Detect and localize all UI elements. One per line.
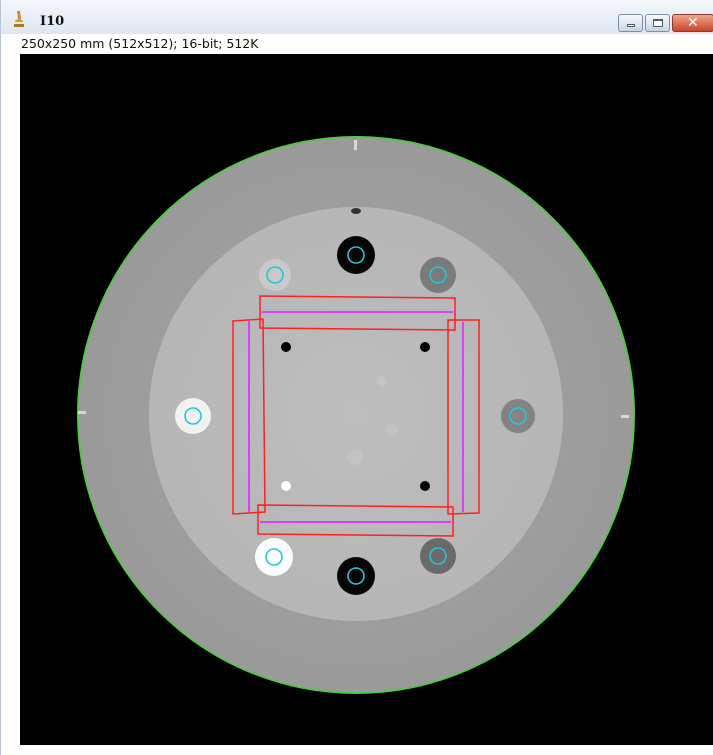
roi-insert-1 <box>347 246 365 264</box>
maximize-button[interactable] <box>645 14 670 32</box>
roi-ramp-left <box>232 318 266 515</box>
fiducial-bottom-left <box>281 481 291 491</box>
insert-lung <box>420 538 456 574</box>
close-icon: ✕ <box>687 15 699 31</box>
insert-pmp-left <box>420 257 456 293</box>
roi-insert-5 <box>509 407 527 425</box>
insert-air-bottom <box>337 557 375 595</box>
edge-marker-left <box>78 411 86 414</box>
fiducial-bottom-right <box>420 481 430 491</box>
roi-insert-8 <box>347 567 365 585</box>
roi-ramp-bottom <box>257 504 454 537</box>
edge-marker-right <box>621 415 629 418</box>
insert-teflon <box>175 398 211 434</box>
edge-marker-inner-top <box>351 208 361 214</box>
roi-insert-2 <box>429 266 447 284</box>
edge-marker-top <box>354 140 357 150</box>
insert-air-top <box>337 236 375 274</box>
ct-phantom-image <box>77 136 635 694</box>
roi-insert-4 <box>184 407 202 425</box>
roi-insert-6 <box>265 548 283 566</box>
low-contrast-3 <box>347 449 363 465</box>
minimize-button[interactable] <box>618 14 643 32</box>
phantom-inner-region <box>149 207 563 621</box>
roi-insert-7 <box>429 547 447 565</box>
window-title: I10 <box>40 14 65 29</box>
low-contrast-1 <box>377 376 387 386</box>
phantom-outline-roi <box>77 136 635 694</box>
insert-ldpe-left <box>259 259 291 291</box>
roi-ramp-top <box>259 295 456 331</box>
image-canvas[interactable] <box>20 54 713 745</box>
fiducial-top-left <box>281 342 291 352</box>
microscope-icon <box>14 11 24 27</box>
fiducial-top-right <box>420 342 430 352</box>
insert-bone <box>255 538 293 576</box>
low-contrast-2 <box>386 424 398 436</box>
insert-polystyrene <box>501 399 535 433</box>
close-button[interactable]: ✕ <box>672 14 713 32</box>
title-bar[interactable]: I10 ✕ <box>1 0 713 34</box>
roi-insert-3 <box>266 266 284 284</box>
roi-ramp-right <box>447 319 480 515</box>
image-info-line: 250x250 mm (512x512); 16-bit; 512K <box>21 36 259 51</box>
